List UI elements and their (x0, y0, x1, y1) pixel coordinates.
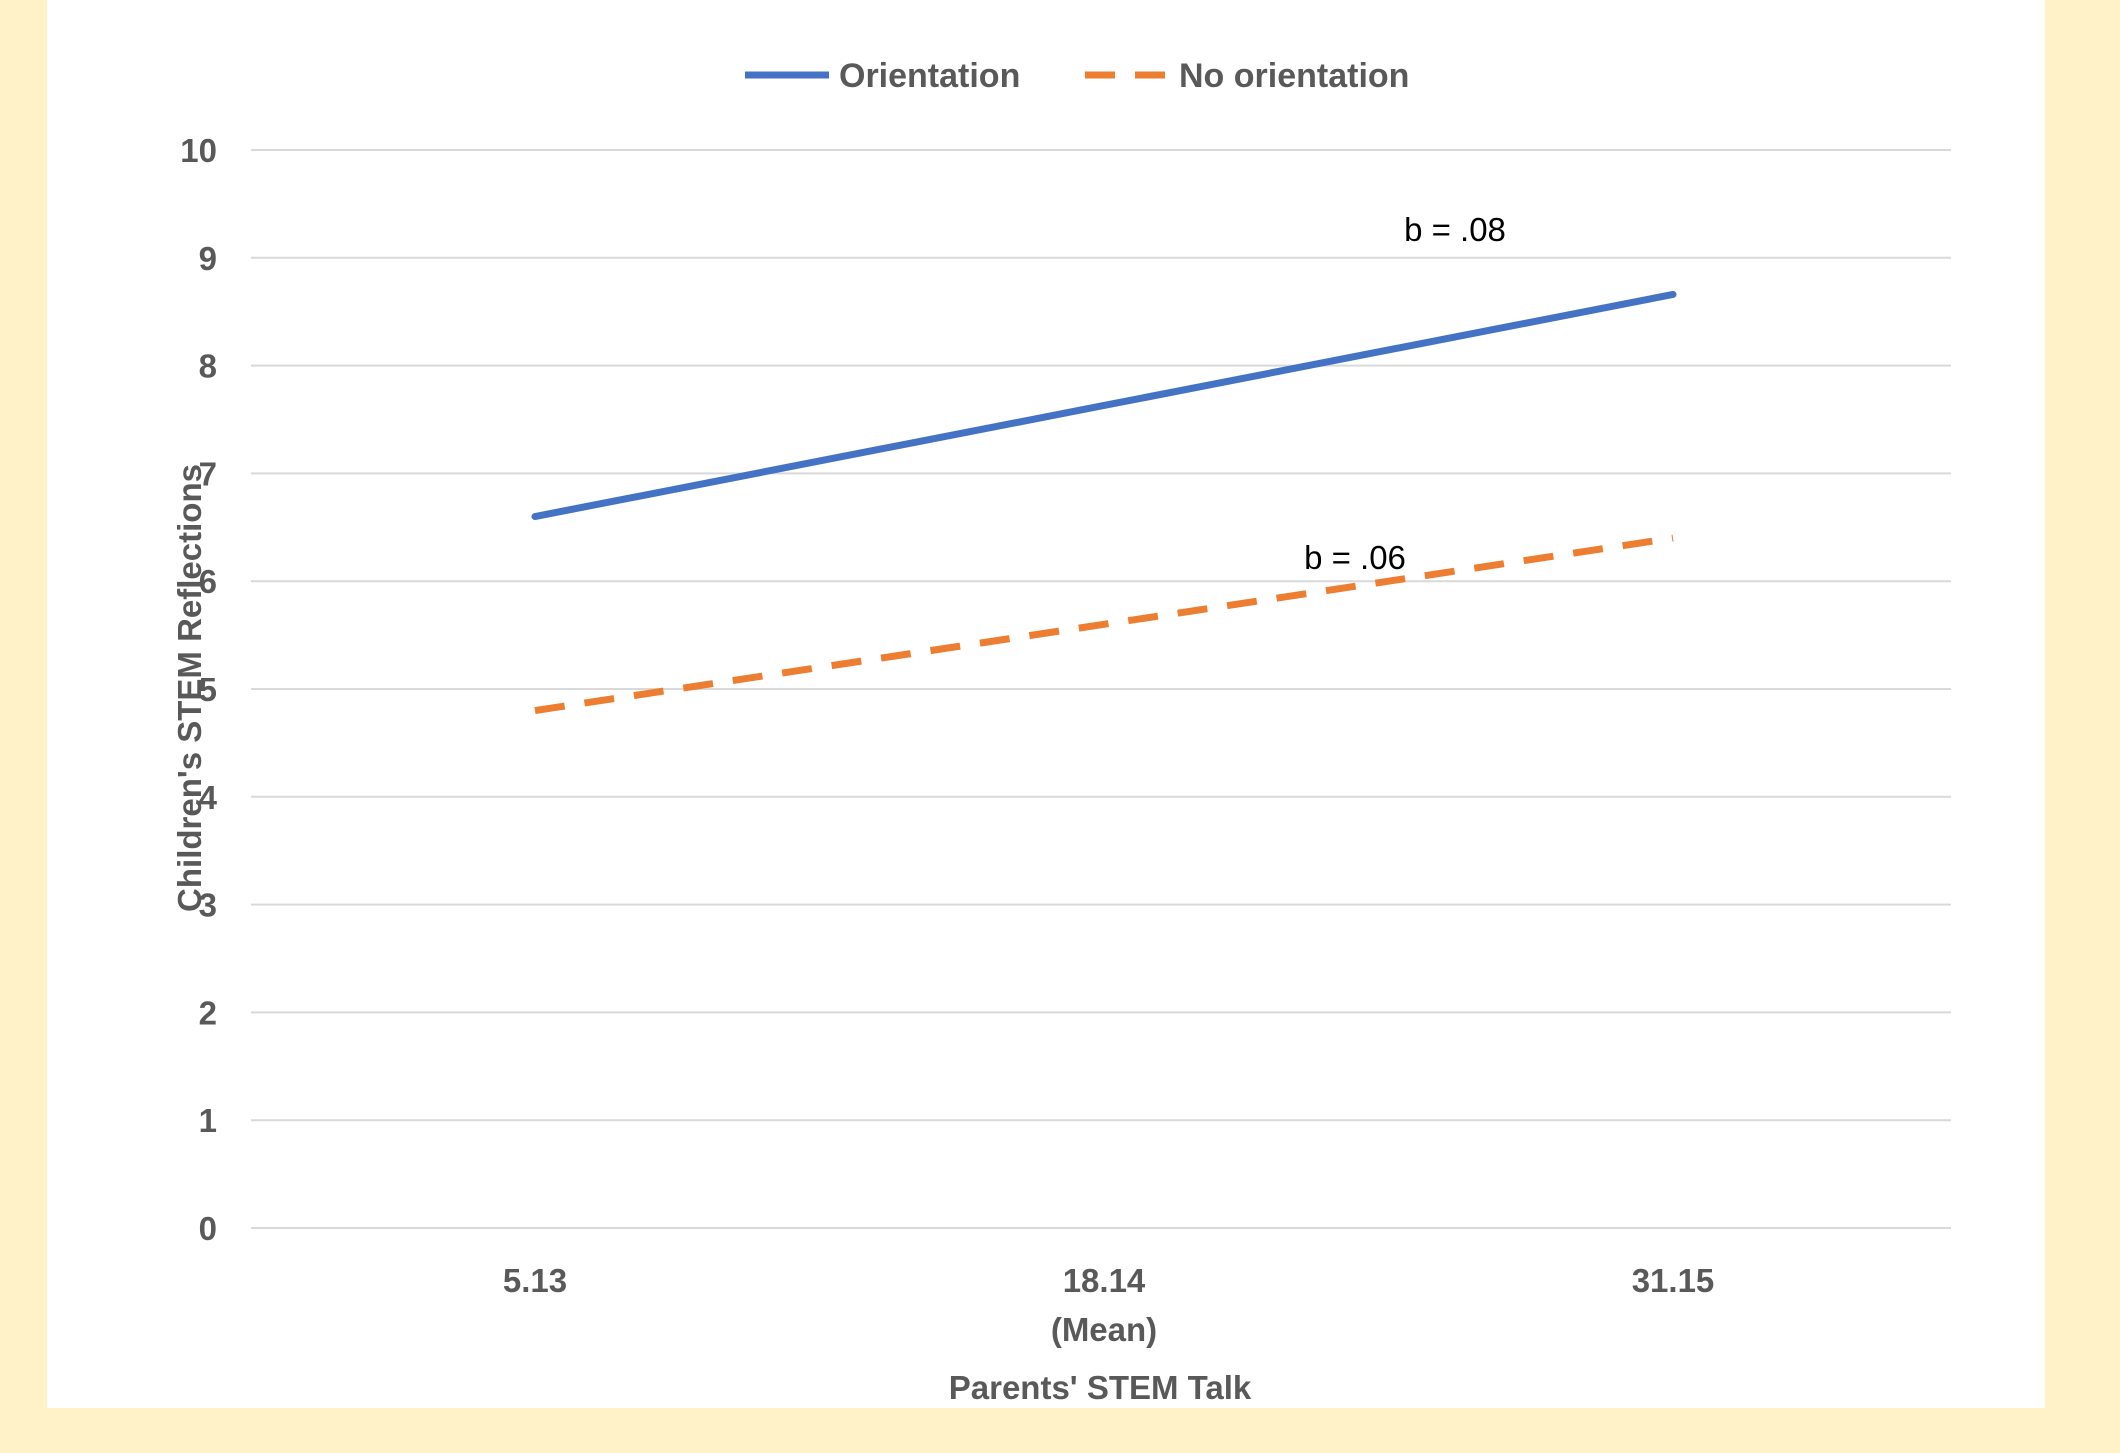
y-tick-label: 6 (199, 563, 217, 600)
x-tick-sublabel: (Mean) (1051, 1311, 1157, 1348)
line-chart: 0 1 2 3 4 5 6 7 8 9 10 5.13 18.14 (Mean) 31.15 b = .0… (171, 57, 1951, 1406)
chart-panel: 0 1 2 3 4 5 6 7 8 9 10 5.13 18.14 (Mean) 31.15 b = .0… (47, 0, 2045, 1408)
y-tick-label: 3 (199, 887, 217, 924)
legend: Orientation No orientation (745, 57, 1409, 95)
x-tick-label: 18.14 (1063, 1262, 1146, 1299)
y-tick-label: 0 (199, 1210, 217, 1247)
y-tick-label: 4 (199, 779, 218, 816)
legend-label: Orientation (839, 57, 1020, 95)
y-tick-label: 8 (199, 348, 217, 385)
legend-label: No orientation (1179, 57, 1409, 95)
y-axis-title: Children's STEM Reflections (171, 464, 208, 912)
x-axis-ticks: 5.13 18.14 (Mean) 31.15 (503, 1262, 1714, 1348)
y-tick-label: 7 (199, 455, 217, 492)
slope-annotation: b = .06 (1304, 539, 1406, 576)
annotations: b = .08 b = .06 (1304, 211, 1506, 576)
x-tick-label: 5.13 (503, 1262, 567, 1299)
series-lines (531, 290, 1677, 715)
y-tick-label: 1 (199, 1102, 217, 1139)
x-tick-label: 31.15 (1632, 1262, 1715, 1299)
y-tick-label: 9 (199, 240, 217, 277)
gridlines (251, 149, 1951, 1229)
y-axis-ticks: 0 1 2 3 4 5 6 7 8 9 10 (180, 132, 217, 1247)
y-tick-label: 2 (199, 994, 217, 1031)
y-tick-label: 10 (180, 132, 217, 169)
slope-annotation: b = .08 (1404, 211, 1506, 248)
y-tick-label: 5 (199, 671, 217, 708)
x-axis-title: Parents' STEM Talk (949, 1369, 1252, 1406)
